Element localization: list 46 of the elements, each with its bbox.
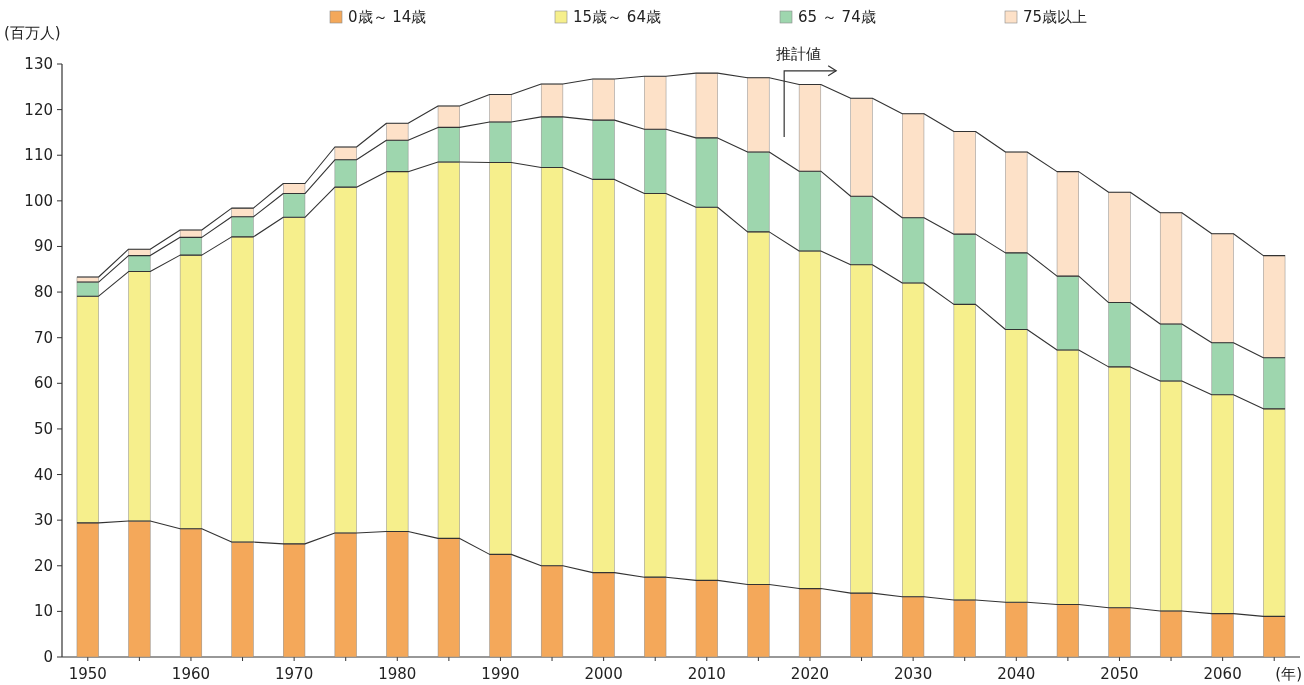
x-tick-label: 2010 xyxy=(687,665,726,683)
legend-label: 0歳～ 14歳 xyxy=(348,8,427,26)
bar xyxy=(231,541,254,658)
bar xyxy=(128,520,151,658)
bar xyxy=(540,83,564,118)
x-tick-label: 2050 xyxy=(1100,665,1139,683)
legend-label: 65 ～ 74歳 xyxy=(798,8,876,26)
x-tick-label: 1990 xyxy=(481,665,520,683)
y-tick-label: 100 xyxy=(24,191,53,210)
bar xyxy=(334,532,357,658)
bar xyxy=(953,131,976,235)
bar xyxy=(489,94,512,123)
bar xyxy=(953,599,976,658)
x-axis-title: (年) xyxy=(1275,665,1302,683)
y-tick-label: 50 xyxy=(33,419,53,438)
y-tick-label: 70 xyxy=(33,328,53,347)
x-tick-label: 2000 xyxy=(584,665,623,683)
bar xyxy=(747,77,770,153)
y-tick-label: 120 xyxy=(24,100,53,119)
y-tick-label: 60 xyxy=(33,374,53,393)
x-tick-label: 1980 xyxy=(378,665,417,683)
y-tick-label: 40 xyxy=(33,465,53,484)
y-tick-label: 90 xyxy=(33,237,53,256)
text: 推計値 xyxy=(776,44,822,63)
bar xyxy=(850,592,873,658)
x-tick-label: 2020 xyxy=(790,665,830,683)
x-tick-label: 2040 xyxy=(997,665,1036,683)
y-tick-label: 30 xyxy=(33,511,53,530)
y-tick-label: 10 xyxy=(33,602,53,621)
x-tick-label: 1970 xyxy=(275,665,314,683)
y-axis-title: (百万人) xyxy=(4,24,61,42)
y-tick-label: 20 xyxy=(33,556,53,575)
y-tick-label: 130 xyxy=(24,55,53,73)
legend-label: 75歳以上 xyxy=(1023,8,1088,26)
x-tick-label: 2030 xyxy=(894,665,933,683)
x-tick-label: 1960 xyxy=(171,665,211,683)
bar xyxy=(1159,610,1183,658)
bar xyxy=(592,78,615,121)
x-tick-label: 2060 xyxy=(1203,665,1242,683)
y-tick-label: 0 xyxy=(43,648,53,666)
y-tick-label: 110 xyxy=(24,146,53,165)
legend-label: 15歳～ 64歳 xyxy=(573,8,661,26)
bar xyxy=(231,236,254,543)
bar xyxy=(1056,171,1079,277)
y-tick-label: 80 xyxy=(33,283,53,302)
x-tick-label: 1950 xyxy=(68,665,107,683)
